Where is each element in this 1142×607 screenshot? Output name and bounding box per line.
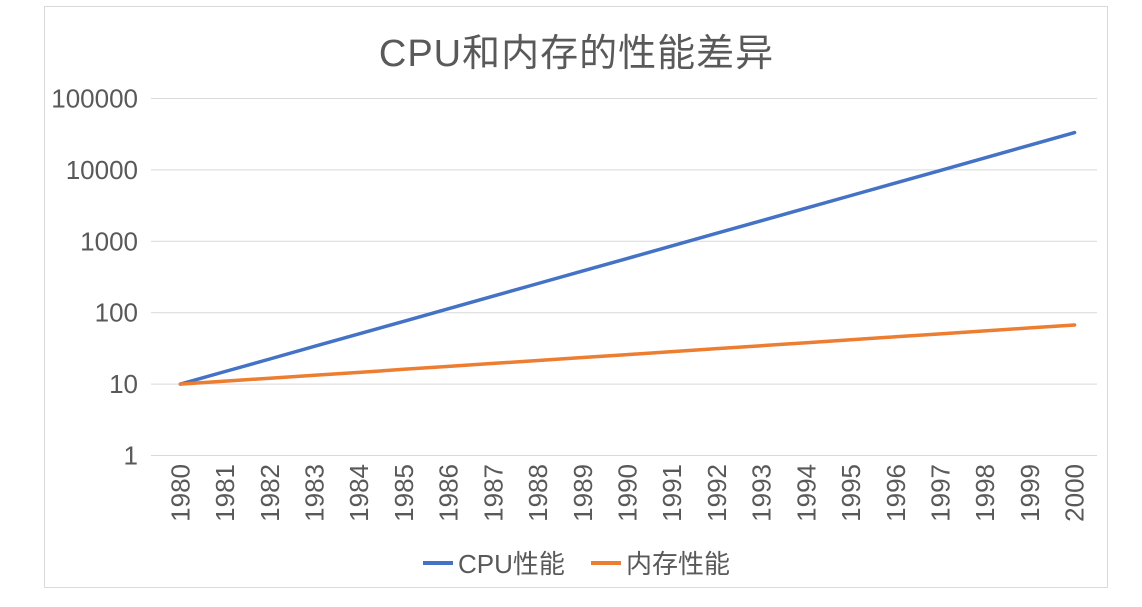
x-axis-label: 1980 [165,464,195,522]
chart-title: CPU和内存的性能差异 [378,33,775,75]
x-axis-label: 1998 [970,464,1000,522]
x-axis-label: 1981 [210,464,240,522]
y-axis-label: 100 [95,298,138,328]
cpu-series-swatch [423,560,454,565]
x-axis-label: 1987 [478,464,508,522]
memory-series-swatch [590,560,621,565]
x-axis-label: 1990 [613,464,643,522]
y-axis-label: 1 [124,441,138,471]
y-axis-label: 100000 [51,84,138,114]
legend: CPU性能 内存性能 [44,544,1109,581]
x-axis-label: 1994 [791,464,821,522]
x-axis-label: 1985 [389,464,419,522]
series-line-cpu [178,130,1077,386]
x-axis-label: 1996 [881,464,911,522]
x-axis-label: 1992 [702,464,732,522]
x-axis-label: 1984 [344,464,374,522]
x-axis-label: 1989 [568,464,598,522]
series-line-memory [178,323,1077,386]
x-axis-label: 1997 [926,464,956,522]
legend-label-cpu: CPU性能 [458,549,565,579]
x-axis-label: 1988 [523,464,553,522]
legend-item-memory: 内存性能 [590,544,730,581]
y-axis-label: 10000 [66,155,138,185]
x-axis-label: 1983 [300,464,330,522]
x-axis-label: 1982 [255,464,285,522]
x-axis-label: 1991 [657,464,687,522]
y-axis-label: 10 [109,369,138,399]
x-axis-label: 1993 [747,464,777,522]
chart-frame [44,6,1108,588]
x-axis-label: 1999 [1015,464,1045,522]
x-axis-label: 2000 [1060,464,1090,522]
legend-label-memory: 内存性能 [625,549,730,579]
y-axis-label: 1000 [80,226,138,256]
x-axis-label: 1995 [836,464,866,522]
legend-item-cpu: CPU性能 [423,544,565,581]
x-axis-label: 1986 [434,464,464,522]
